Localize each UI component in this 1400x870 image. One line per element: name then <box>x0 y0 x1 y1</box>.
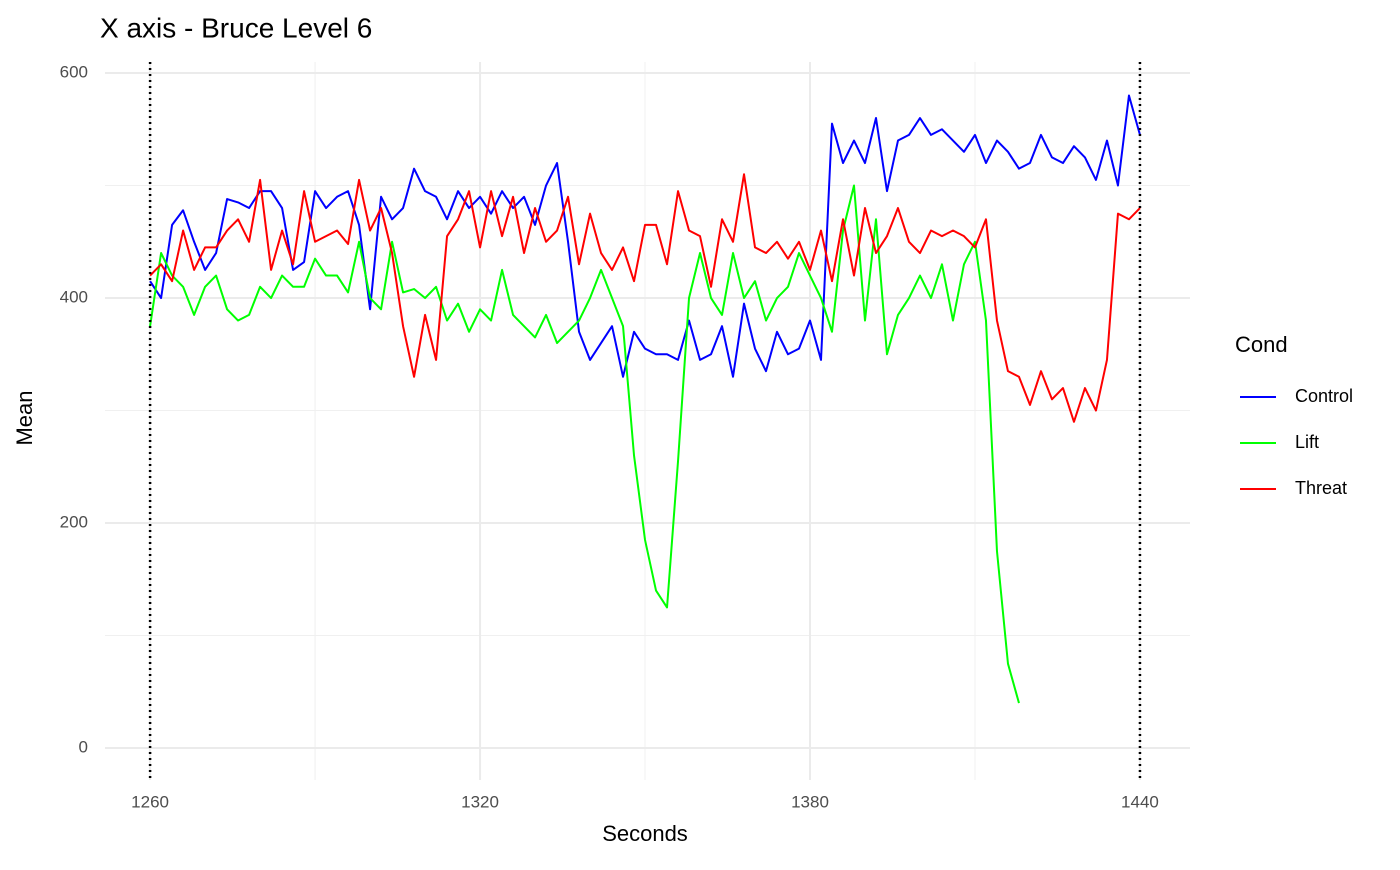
y-tick-label: 400 <box>60 288 88 307</box>
x-tick-label: 1380 <box>791 792 829 811</box>
y-tick-label: 600 <box>60 63 88 82</box>
series-line <box>149 94 1141 378</box>
series-line <box>149 184 1020 704</box>
legend-label: Control <box>1295 386 1353 406</box>
y-axis-label: Mean <box>12 390 37 445</box>
chart-title: X axis - Bruce Level 6 <box>100 12 372 43</box>
legend-title: Cond <box>1235 332 1288 357</box>
y-tick-label: 0 <box>79 738 88 757</box>
x-tick-label: 1320 <box>461 792 499 811</box>
series-line <box>149 173 1141 423</box>
y-tick-label: 200 <box>60 513 88 532</box>
legend-label: Lift <box>1295 432 1319 452</box>
x-tick-label: 1440 <box>1121 792 1159 811</box>
legend-label: Threat <box>1295 478 1347 498</box>
x-axis-label: Seconds <box>602 821 688 846</box>
x-tick-label: 1260 <box>131 792 169 811</box>
